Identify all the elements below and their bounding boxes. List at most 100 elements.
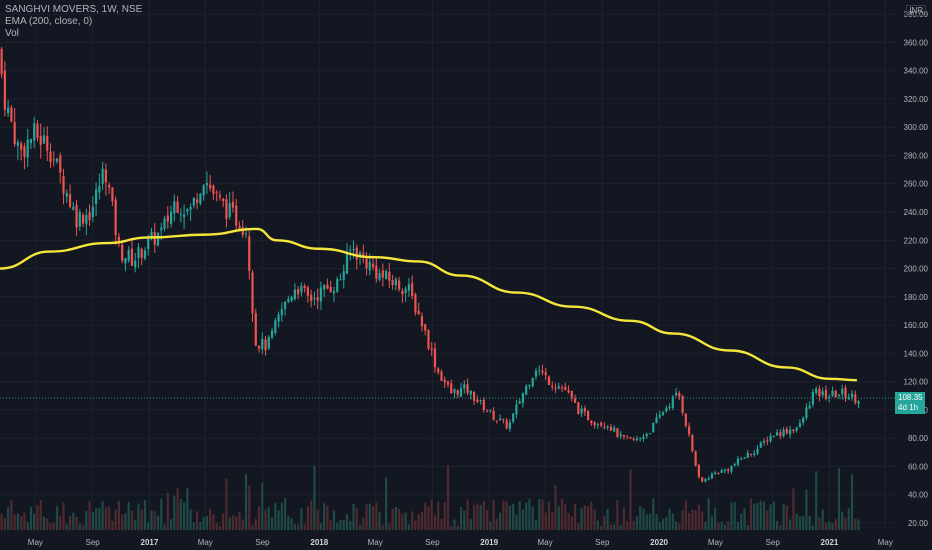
price-tick-label: 360.00 bbox=[904, 38, 929, 47]
volume-bar bbox=[7, 507, 10, 530]
volume-bar bbox=[688, 512, 691, 530]
volume-bar bbox=[316, 509, 319, 530]
volume-bar bbox=[290, 518, 293, 530]
volume-bar bbox=[114, 509, 117, 530]
candle-body bbox=[235, 205, 238, 226]
price-axis[interactable]: 20.0040.0060.0080.00100.00120.00140.0016… bbox=[904, 10, 929, 528]
candle-body bbox=[824, 390, 828, 399]
candle-body bbox=[270, 330, 274, 338]
candle-body bbox=[733, 464, 736, 466]
volume-bar bbox=[499, 512, 502, 530]
candle-body bbox=[427, 330, 430, 349]
volume-bar bbox=[554, 485, 557, 530]
candle-body bbox=[632, 438, 635, 441]
volume-bar bbox=[160, 498, 163, 530]
candle-body bbox=[147, 237, 150, 250]
ema-indicator-label[interactable]: EMA (200, close, 0) bbox=[5, 16, 93, 27]
price-tick-label: 120.00 bbox=[904, 378, 929, 387]
volume-bar bbox=[518, 500, 521, 530]
candle-body bbox=[277, 314, 280, 322]
volume-bar bbox=[580, 507, 583, 530]
volume-bar bbox=[512, 503, 515, 530]
candle-body bbox=[749, 453, 753, 455]
volume-bar bbox=[463, 510, 466, 530]
candle-body bbox=[336, 279, 339, 292]
candle-body bbox=[261, 338, 264, 350]
candle-body bbox=[274, 320, 277, 333]
volume-bar bbox=[375, 502, 378, 530]
volume-bar bbox=[798, 516, 801, 530]
volume-bar bbox=[261, 482, 264, 530]
candle-body bbox=[476, 399, 479, 402]
candle-body bbox=[573, 398, 577, 403]
candle-body bbox=[785, 428, 788, 434]
price-tick-label: 280.00 bbox=[904, 151, 929, 160]
currency-unit-label[interactable]: INR bbox=[906, 5, 926, 16]
volume-bar bbox=[62, 502, 65, 530]
candle-body bbox=[414, 294, 417, 313]
volume-bar bbox=[332, 510, 336, 530]
candle-body bbox=[746, 452, 749, 458]
volume-bar bbox=[789, 519, 792, 530]
volume-bar bbox=[596, 520, 599, 530]
volume-bar bbox=[137, 503, 140, 530]
price-tick-label: 300.00 bbox=[904, 123, 929, 132]
volume-bar bbox=[384, 477, 388, 530]
volume-bar bbox=[779, 524, 782, 530]
candle-body bbox=[720, 470, 723, 473]
volume-indicator-label[interactable]: Vol bbox=[5, 28, 19, 39]
candle-body bbox=[789, 429, 792, 435]
candle-body bbox=[104, 169, 107, 183]
candle-body bbox=[639, 437, 642, 440]
volume-bar bbox=[336, 522, 339, 530]
volume-bar bbox=[466, 499, 469, 530]
price-tick-label: 200.00 bbox=[904, 265, 929, 274]
volume-bar bbox=[10, 499, 13, 530]
candle-body bbox=[283, 301, 287, 309]
volume-bar bbox=[0, 513, 3, 530]
volume-bar bbox=[668, 508, 671, 530]
candle-body bbox=[551, 385, 554, 387]
volume-bar bbox=[433, 515, 437, 530]
time-axis[interactable]: May Sep 2017 May Sep 2018 May Sep 2019 May Sep 2020… bbox=[28, 538, 893, 547]
volume-bar bbox=[365, 504, 368, 530]
volume-bar bbox=[818, 517, 821, 530]
volume-bar bbox=[88, 500, 91, 530]
candle-body bbox=[707, 478, 710, 480]
candle-body bbox=[345, 251, 349, 274]
volume-bar bbox=[805, 489, 808, 530]
candle-body bbox=[554, 387, 557, 389]
candle-body bbox=[613, 427, 616, 432]
candle-body bbox=[52, 159, 55, 161]
symbol-title[interactable]: SANGHVI MOVERS, 1W, NSE bbox=[5, 4, 143, 15]
candle-body bbox=[844, 387, 847, 398]
volume-bar bbox=[91, 512, 94, 530]
candle-body bbox=[541, 370, 544, 373]
candle-body bbox=[192, 197, 195, 206]
candle-body bbox=[684, 413, 687, 426]
volume-bar bbox=[714, 507, 717, 530]
volume-bar bbox=[704, 521, 707, 530]
volume-bar bbox=[394, 507, 397, 530]
volume-bar bbox=[587, 506, 590, 530]
candle-body bbox=[33, 123, 36, 141]
candle-body bbox=[661, 412, 665, 415]
candle-body bbox=[499, 418, 502, 421]
candle-body bbox=[775, 432, 779, 436]
volume-bar bbox=[404, 512, 407, 530]
volume-bar bbox=[661, 518, 665, 530]
volume-bar bbox=[349, 521, 352, 530]
candle-body bbox=[306, 287, 309, 296]
candle-body bbox=[310, 294, 313, 301]
volume-bar bbox=[551, 512, 554, 530]
volume-bar bbox=[648, 513, 652, 530]
volume-bar bbox=[59, 515, 62, 530]
candle-body bbox=[156, 232, 160, 246]
candle-body bbox=[492, 411, 495, 420]
volume-bar bbox=[828, 521, 831, 530]
volume-bar bbox=[534, 520, 538, 530]
candle-body bbox=[668, 406, 671, 408]
candle-body bbox=[769, 435, 772, 441]
